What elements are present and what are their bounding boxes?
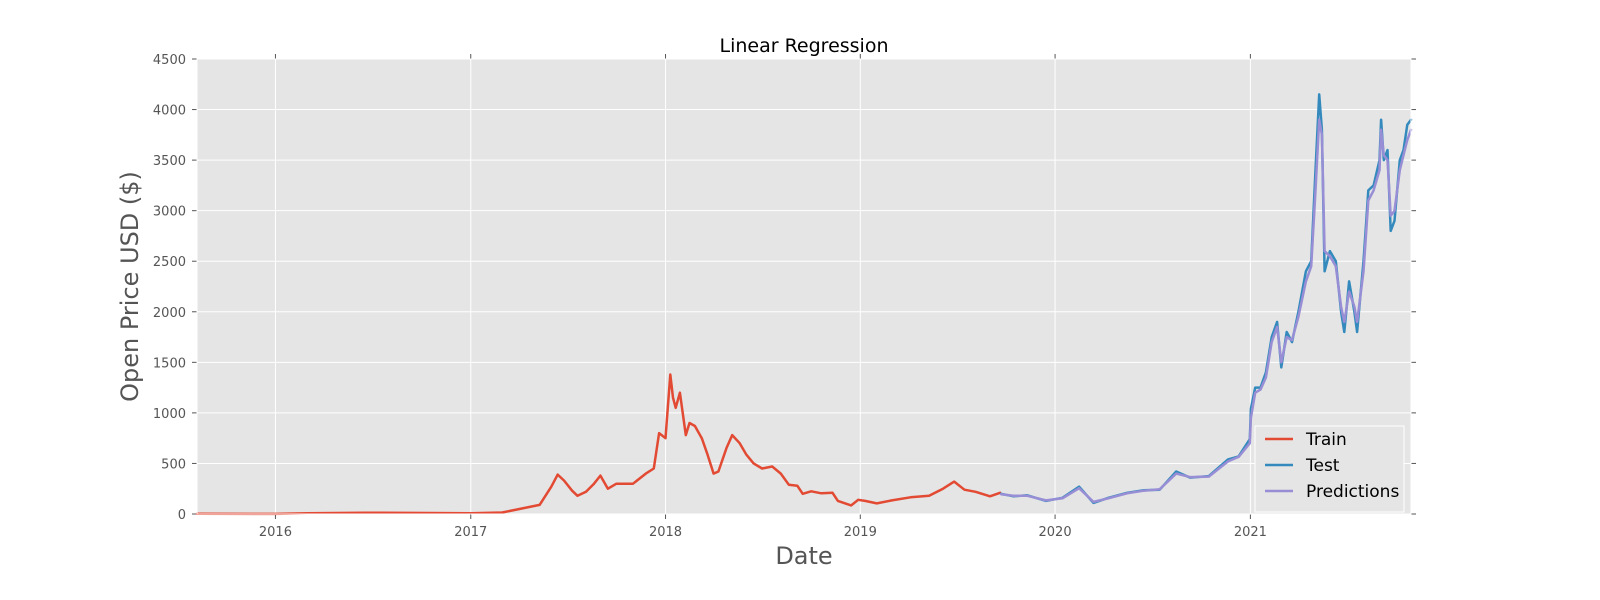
plot-frame <box>196 58 1412 515</box>
y-tick-label: 1500 <box>153 356 186 371</box>
series-lines <box>195 93 1413 516</box>
x-tick-label: 2018 <box>649 525 682 540</box>
y-tick-label: 4500 <box>153 53 186 68</box>
y-tick-label: 2500 <box>153 255 186 270</box>
legend-label: Predictions <box>1306 482 1399 502</box>
x-axis-title: Date <box>775 542 832 570</box>
y-tick-label: 2000 <box>153 306 186 321</box>
chart-title: Linear Regression <box>719 35 888 57</box>
legend-box <box>1254 425 1405 513</box>
x-tick-label: 2016 <box>259 525 292 540</box>
y-tick-label: 3000 <box>153 205 186 220</box>
x-tick-label: 2017 <box>454 525 487 540</box>
legend: Train Test Predictions <box>1254 425 1405 513</box>
legend-label: Test <box>1305 456 1340 476</box>
series-line-train <box>195 373 1002 516</box>
axis-ticks: 0 500 1000 1500 2000 2500 3000 3500 4000 4500 2016… <box>153 53 1416 540</box>
x-tick-label: 2021 <box>1234 525 1267 540</box>
legend-label: Train <box>1305 430 1347 450</box>
y-axis-title: Open Price USD ($) <box>116 171 144 402</box>
x-tick-label: 2020 <box>1039 525 1072 540</box>
plot-area <box>197 59 1411 514</box>
x-tick-label: 2019 <box>844 525 877 540</box>
y-tick-label: 1000 <box>153 407 186 422</box>
series-line-predictions <box>999 118 1413 504</box>
y-tick-label: 500 <box>161 457 186 472</box>
y-tick-label: 3500 <box>153 154 186 169</box>
y-tick-label: 4000 <box>153 104 186 119</box>
y-tick-label: 0 <box>178 508 186 523</box>
grid-lines <box>197 58 1411 515</box>
